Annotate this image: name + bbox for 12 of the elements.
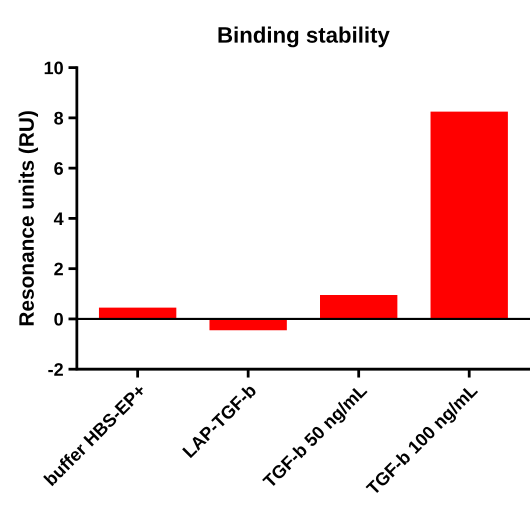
bar xyxy=(98,308,176,319)
y-tick-label: -2 xyxy=(48,363,63,376)
bar xyxy=(320,295,398,319)
y-tick-label: 4 xyxy=(54,212,64,225)
y-tick-label: 2 xyxy=(54,262,63,276)
y-axis-title: Resonance units (RU) xyxy=(18,111,38,326)
chart-title: Binding stability xyxy=(218,26,390,48)
bar xyxy=(430,112,508,319)
y-tick-label: 6 xyxy=(54,162,64,175)
y-tick-label: 0 xyxy=(54,312,63,326)
y-tick-label: 8 xyxy=(54,112,64,125)
y-tick-label: 10 xyxy=(44,62,63,74)
